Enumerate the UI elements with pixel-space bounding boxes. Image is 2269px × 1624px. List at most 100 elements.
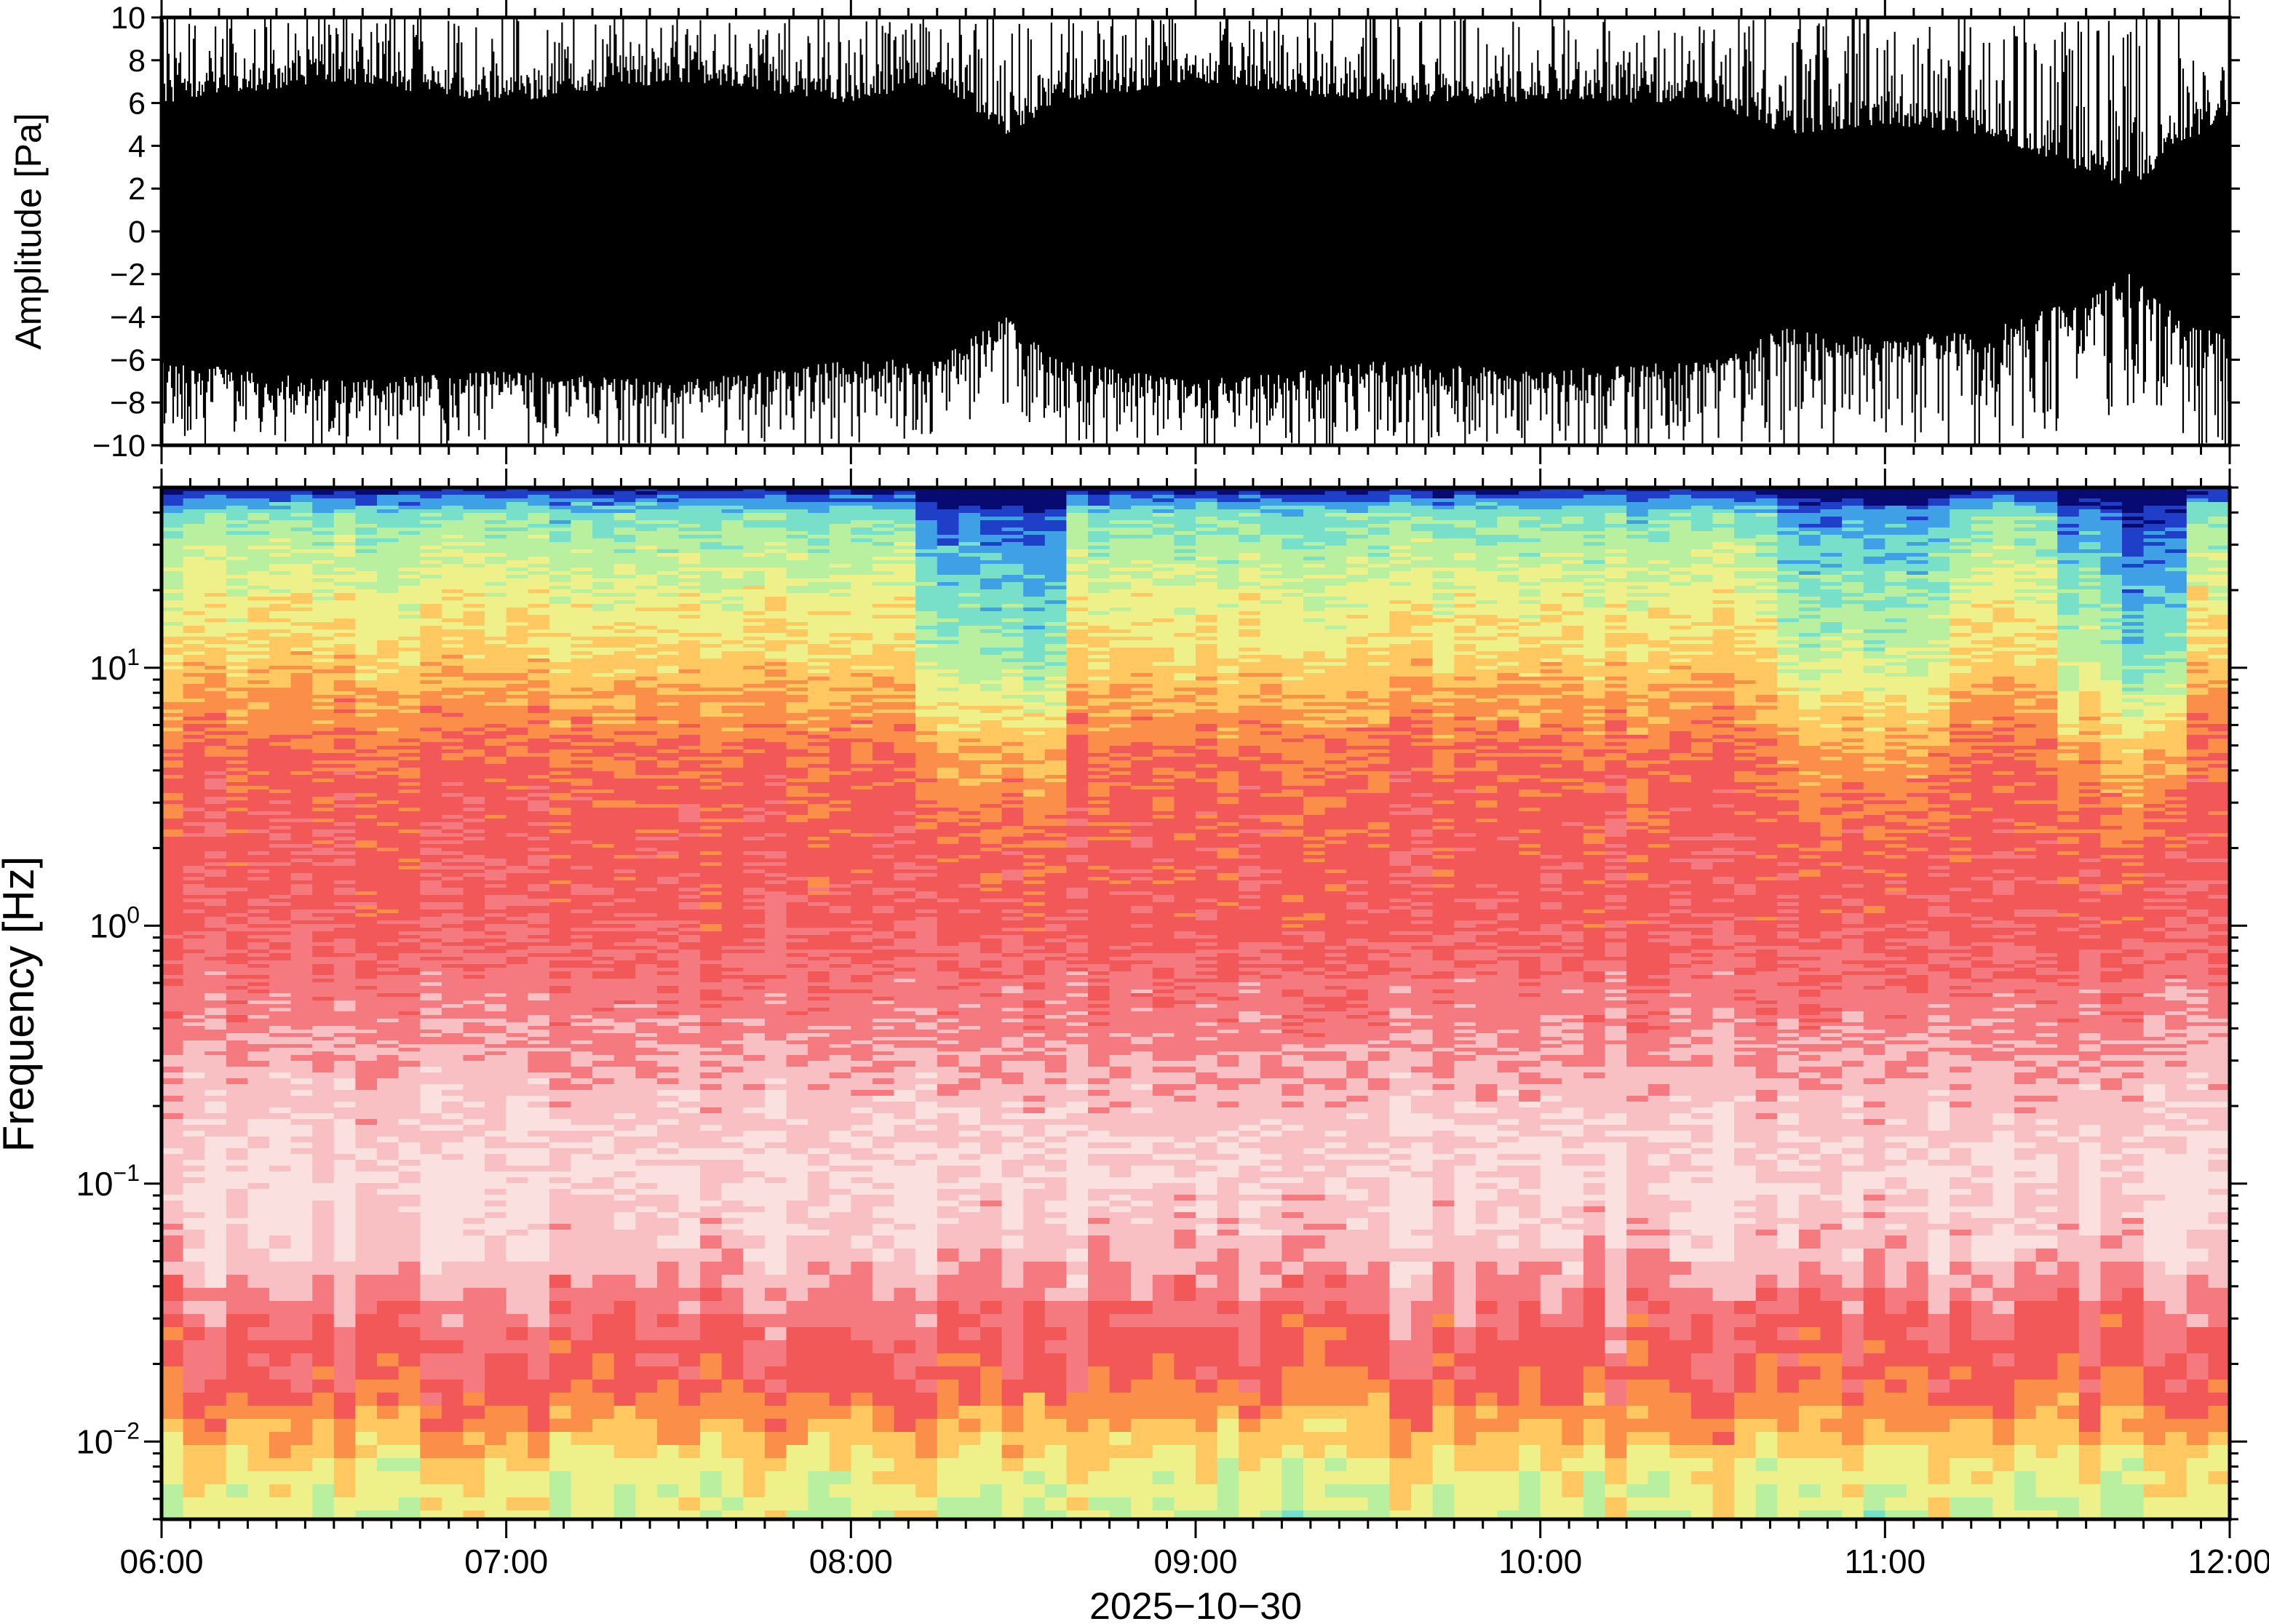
spectrogram-cell [1023,611,1046,616]
spectrogram-cell [1044,506,1068,510]
spectrogram-cell [1992,658,2015,663]
spectrogram-cell [1777,535,1800,539]
spectrogram-cell [377,662,400,666]
spectrogram-cell [1820,604,1843,608]
spectrogram-cell [1367,546,1391,550]
spectrogram-cell [2186,626,2209,630]
spectrogram-cell [808,553,830,557]
spectrogram-cell [1389,593,1412,597]
spectrogram-cell [1820,644,1843,648]
spectrogram-cell [1928,633,1950,637]
spectrogram-cell [1992,651,2015,656]
spectrogram-cell [377,524,400,528]
spectrogram-cell [398,644,421,648]
spectrogram-cell [2186,633,2209,637]
spectrogram-cell [2165,542,2187,546]
spectrogram-cell [1044,608,1068,612]
spectrogram-cell [1648,498,1671,503]
spectrogram-cell [1475,593,1498,597]
spectrogram-cell [1239,560,1261,565]
spectrogram-cell [808,528,830,532]
spectrogram-cell [1755,538,1779,543]
spectrogram-cell [1324,524,1347,528]
spectrogram-cell [1324,651,1347,656]
spectrogram-cell [183,571,205,576]
spectrogram-cell [2208,528,2230,532]
spectrogram-cell [764,520,787,525]
spectrogram-cell [1367,597,1391,601]
spectrogram-cell [1777,622,1800,626]
spectrogram-cell [333,669,357,674]
spectrogram-cell [1540,586,1563,590]
spectrogram-cell [2208,491,2230,495]
spectrogram-cell [1626,618,1649,623]
spectrogram-cell [1906,564,1929,568]
spectrogram-cell [980,629,1003,634]
spectrogram-cell [1906,491,1929,495]
spectrogram-cell [592,600,615,605]
spectrogram-cell [1454,491,1477,495]
spectrogram-cell [1088,560,1110,565]
spectrogram-cell [937,600,960,605]
spectrogram-cell [441,648,464,652]
spectrogram-cell [1798,637,1821,641]
spectrogram-cell [1023,618,1046,623]
spectrogram-cell [506,535,529,539]
spectrogram-cell [829,524,852,528]
spectrogram-cell [1324,553,1347,557]
spectrogram-cell [764,568,787,572]
spectrogram-cell [894,517,916,521]
spectrogram-cell [162,568,184,572]
spectrogram-cell [1196,564,1218,568]
spectrogram-cell [1152,640,1175,645]
spectrogram-cell [1885,509,1907,514]
spectrogram-cell [851,582,873,586]
spectrogram-cell [1475,546,1498,550]
spectrogram-cell [528,658,550,663]
spectrogram-cell [700,640,723,645]
spectrogram-cell [247,611,270,616]
spectrogram-cell [1367,575,1391,579]
spectrogram-cell [1088,604,1110,608]
spectrogram-cell [1906,578,1929,583]
spectrogram-cell [1174,644,1196,648]
spectrogram-cell [2100,637,2123,641]
spectrogram-cell [980,604,1003,608]
spectrogram-cell [1432,637,1455,641]
spectrogram-cell [808,542,830,546]
spectrogram-cell [1626,509,1649,514]
spectrogram-cell [2057,648,2080,652]
spectrogram-cell [2122,658,2145,663]
spectrogram-cell [463,517,485,521]
spectrogram-cell [162,589,184,594]
spectrogram-cell [613,622,637,626]
spectrogram-cell [808,655,830,659]
spectrogram-cell [1540,626,1563,630]
spectrogram-cell [1906,531,1929,536]
spectrogram-cell [1842,549,1864,554]
spectrogram-cell [571,586,593,590]
spectrogram-cell [1842,608,1864,612]
spectrogram-cell [2122,564,2145,568]
spectrogram-cell [613,637,637,641]
spectrogram-cell [1842,564,1864,568]
spectrogram-cell [420,520,442,525]
spectrogram-cell [1690,495,1714,499]
spectrogram-cell [1131,538,1153,543]
spectrogram-cell [377,564,400,568]
spectrogram-cell [1239,553,1261,557]
spectrogram-cell [937,626,960,630]
spectrogram-cell [1260,546,1283,550]
spectrogram-cell [1885,651,1907,656]
y-tick-label: 0 [128,215,146,250]
spectrogram-cell [1217,648,1239,652]
spectrogram-cell [2078,618,2102,623]
spectrogram-cell [851,542,873,546]
spectrogram-cell [1411,564,1434,568]
spectrogram-cell [2143,633,2166,637]
spectrogram-cell [1605,491,1627,495]
spectrogram-cell [1690,524,1714,528]
spectrogram-cell [485,615,507,619]
spectrogram-cell [958,564,981,568]
spectrogram-cell [549,520,572,525]
